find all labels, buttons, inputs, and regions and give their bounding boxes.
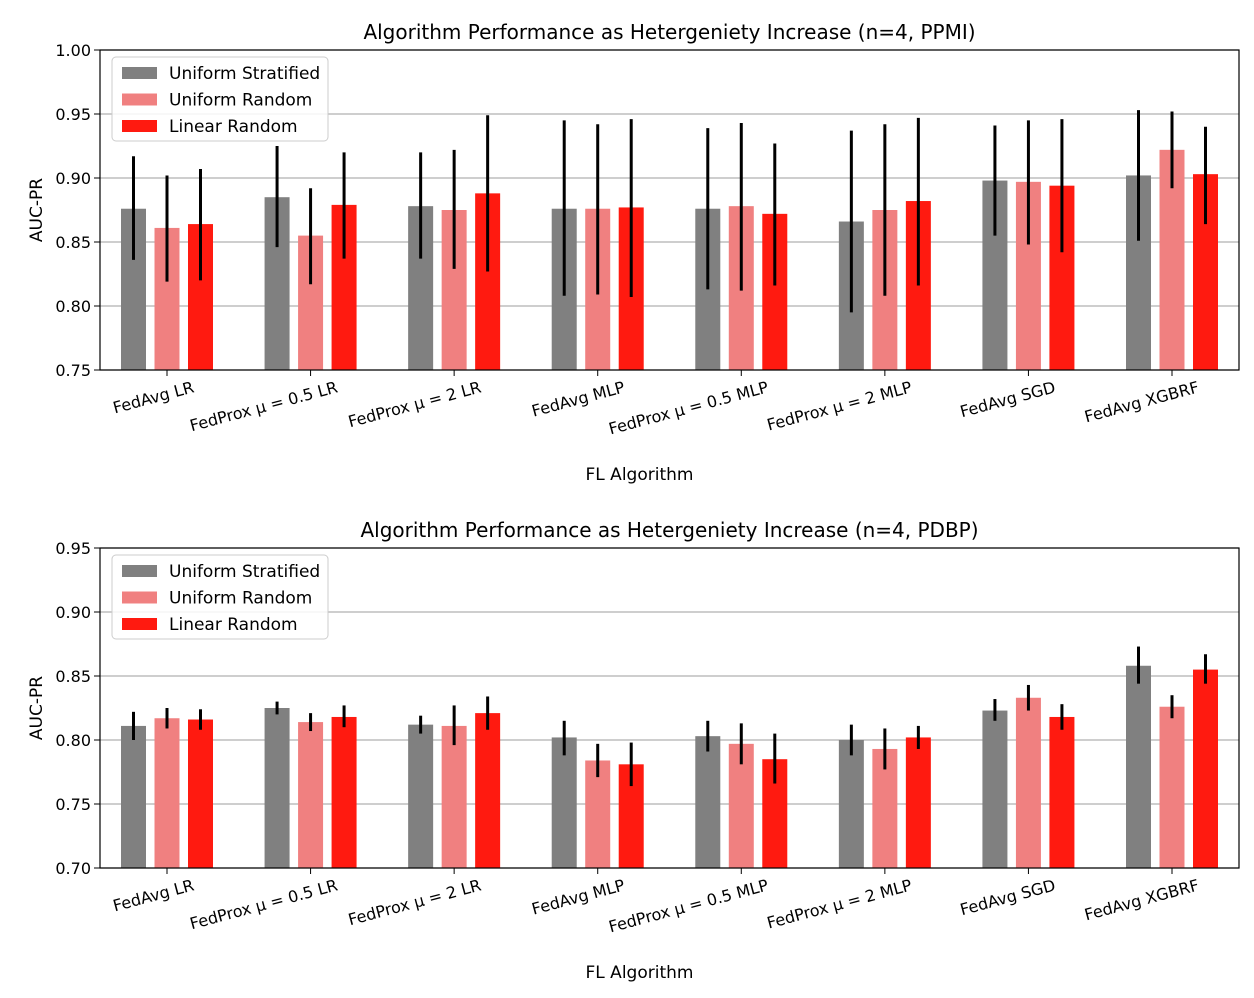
x-tick-label: FedAvg MLP — [530, 377, 627, 420]
x-tick-label: FedAvg SGD — [958, 378, 1058, 422]
legend-label: Linear Random — [169, 615, 298, 635]
y-tick-label: 0.80 — [55, 731, 91, 750]
legend-label: Uniform Stratified — [169, 64, 320, 84]
x-axis-label: FL Algorithm — [586, 465, 694, 485]
plot-frame — [99, 547, 1240, 869]
x-tick-label: FedProx μ = 0.5 LR — [188, 876, 340, 934]
bar — [838, 740, 864, 868]
bar — [154, 718, 180, 868]
legend-swatch — [122, 618, 157, 630]
chart-title: Algorithm Performance as Hetergeniety In… — [360, 518, 978, 542]
chart-title: Algorithm Performance as Hetergeniety In… — [363, 20, 975, 44]
legend-swatch — [122, 120, 157, 132]
legend-swatch — [122, 591, 157, 604]
legend-swatch — [122, 67, 157, 79]
bar — [982, 710, 1008, 868]
y-tick-label: 1.00 — [55, 41, 91, 60]
y-tick-label: 0.95 — [55, 105, 91, 124]
y-tick-label: 0.85 — [55, 667, 91, 686]
bar — [408, 724, 434, 868]
y-axis-label: AUC-PR — [27, 178, 47, 242]
plot-frame — [99, 49, 1240, 371]
bar — [905, 737, 931, 868]
x-tick-label: FedAvg MLP — [530, 875, 627, 918]
y-tick-label: 0.75 — [55, 361, 91, 380]
legend-box — [111, 56, 329, 142]
bar — [441, 725, 467, 868]
x-tick-label: FedProx μ = 2 MLP — [765, 377, 914, 434]
bar — [1049, 716, 1075, 868]
bar — [695, 736, 721, 868]
x-tick-label: FedProx μ = 0.5 MLP — [607, 875, 771, 936]
bar — [728, 743, 754, 868]
y-tick-label: 0.75 — [55, 795, 91, 814]
x-tick-label: FedProx μ = 0.5 MLP — [607, 377, 771, 438]
bar — [264, 708, 290, 868]
y-axis-label: AUC-PR — [27, 676, 47, 740]
bar — [1126, 665, 1151, 868]
x-tick-label: FedAvg XGBRF — [1082, 378, 1201, 427]
bar — [188, 719, 213, 868]
x-tick-label: FedAvg XGBRF — [1082, 876, 1201, 925]
legend-label: Linear Random — [169, 117, 298, 137]
bar — [585, 760, 611, 868]
y-tick-label: 0.80 — [55, 297, 91, 316]
y-tick-label: 0.90 — [55, 603, 91, 622]
bar — [121, 725, 146, 868]
x-tick-label: FedAvg LR — [111, 378, 196, 418]
legend-swatch — [122, 565, 157, 577]
x-tick-label: FedProx μ = 0.5 LR — [188, 378, 340, 436]
x-axis-label: FL Algorithm — [586, 963, 694, 983]
y-tick-label: 0.90 — [55, 169, 91, 188]
bar — [331, 716, 357, 868]
x-tick-label: FedAvg LR — [111, 876, 196, 916]
x-tick-label: FedProx μ = 2 MLP — [765, 875, 914, 932]
bar — [298, 722, 324, 868]
x-tick-label: FedAvg SGD — [958, 876, 1058, 920]
legend-box — [111, 554, 329, 640]
y-tick-label: 0.85 — [55, 233, 91, 252]
legend-label: Uniform Random — [169, 589, 312, 609]
bar — [1159, 706, 1185, 868]
legend-swatch — [122, 93, 157, 106]
bar — [1015, 697, 1041, 868]
bar — [1193, 669, 1218, 868]
x-tick-label: FedProx μ = 2 LR — [346, 378, 483, 432]
x-tick-label: FedProx μ = 2 LR — [346, 876, 483, 930]
bar — [551, 737, 577, 868]
legend-label: Uniform Random — [169, 91, 312, 111]
bar — [475, 713, 501, 868]
legend-label: Uniform Stratified — [169, 562, 320, 582]
y-tick-label: 0.95 — [55, 539, 91, 558]
y-tick-label: 0.70 — [55, 859, 91, 878]
